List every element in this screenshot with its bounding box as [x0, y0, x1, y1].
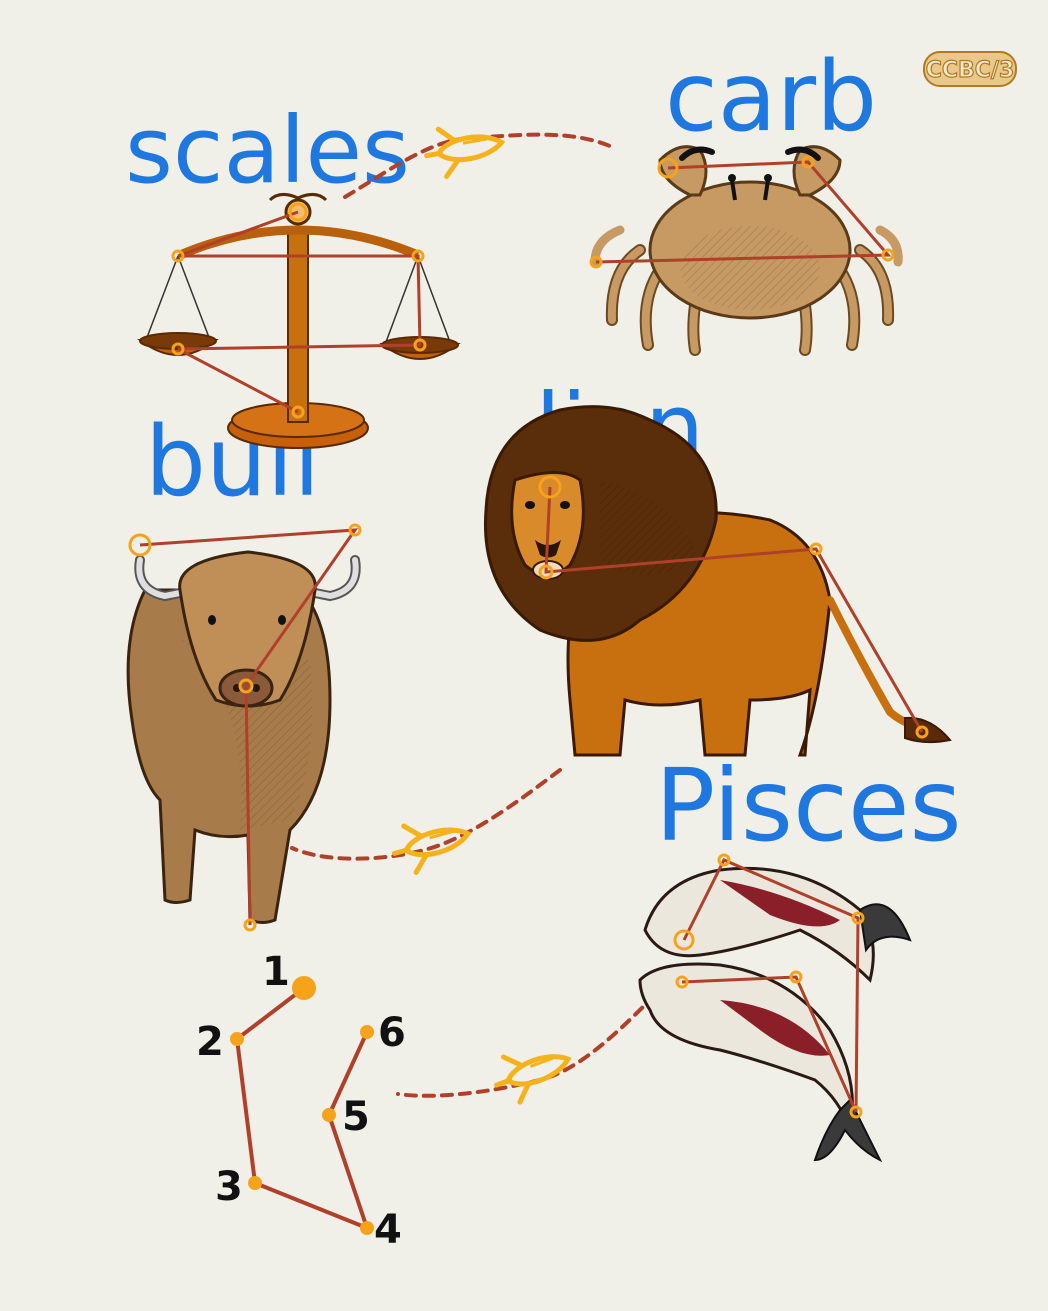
path-pisces-to-sequence: [396, 993, 657, 1098]
rocket-icon: [391, 823, 472, 875]
sequence-number-2: 2: [196, 1019, 224, 1065]
sequence-number-3: 3: [215, 1164, 243, 1210]
crab-constellation: [595, 160, 892, 264]
lion: [483, 405, 952, 757]
label-pisces: Pisces: [655, 747, 962, 864]
sequence-dot-2: [230, 1032, 244, 1046]
sequence-number-1: 1: [262, 949, 290, 995]
label-scales: scales: [125, 97, 410, 204]
sequence-number-4: 4: [374, 1207, 402, 1253]
brand-logo: CCBC/3: [923, 51, 1017, 87]
dot-sequence: 1 2 3 4 5 6: [196, 949, 406, 1253]
path-scales-to-crab: [343, 132, 614, 199]
sequence-dot-5: [322, 1108, 336, 1122]
pisces-constellation: [681, 858, 860, 1113]
sequence-dot-6: [360, 1025, 374, 1039]
crab: [590, 145, 903, 356]
path-lion-to-bull: [290, 768, 562, 861]
label-carb: carb: [665, 41, 877, 153]
rocket-icon: [424, 126, 506, 179]
lion-stars: [538, 475, 929, 739]
rocket-icon: [494, 1054, 572, 1105]
bull-stars: [128, 523, 362, 932]
sequence-number-5: 5: [342, 1094, 370, 1140]
sequence-dot-1: [292, 976, 316, 1000]
brand-logo-text: CCBC/3: [926, 58, 1015, 83]
sequence-dot-3: [248, 1176, 262, 1190]
sequence-number-6: 6: [378, 1010, 406, 1056]
crab-stars: [589, 155, 895, 269]
koi-fish-pair: [638, 866, 912, 1163]
bull-constellation: [139, 528, 359, 926]
lion-constellation: [544, 486, 924, 733]
pisces-stars: [673, 853, 865, 1119]
scales-constellation: [177, 210, 422, 414]
scales-stars: [171, 202, 427, 419]
sequence-dot-4: [360, 1221, 374, 1235]
bull: [126, 550, 361, 924]
